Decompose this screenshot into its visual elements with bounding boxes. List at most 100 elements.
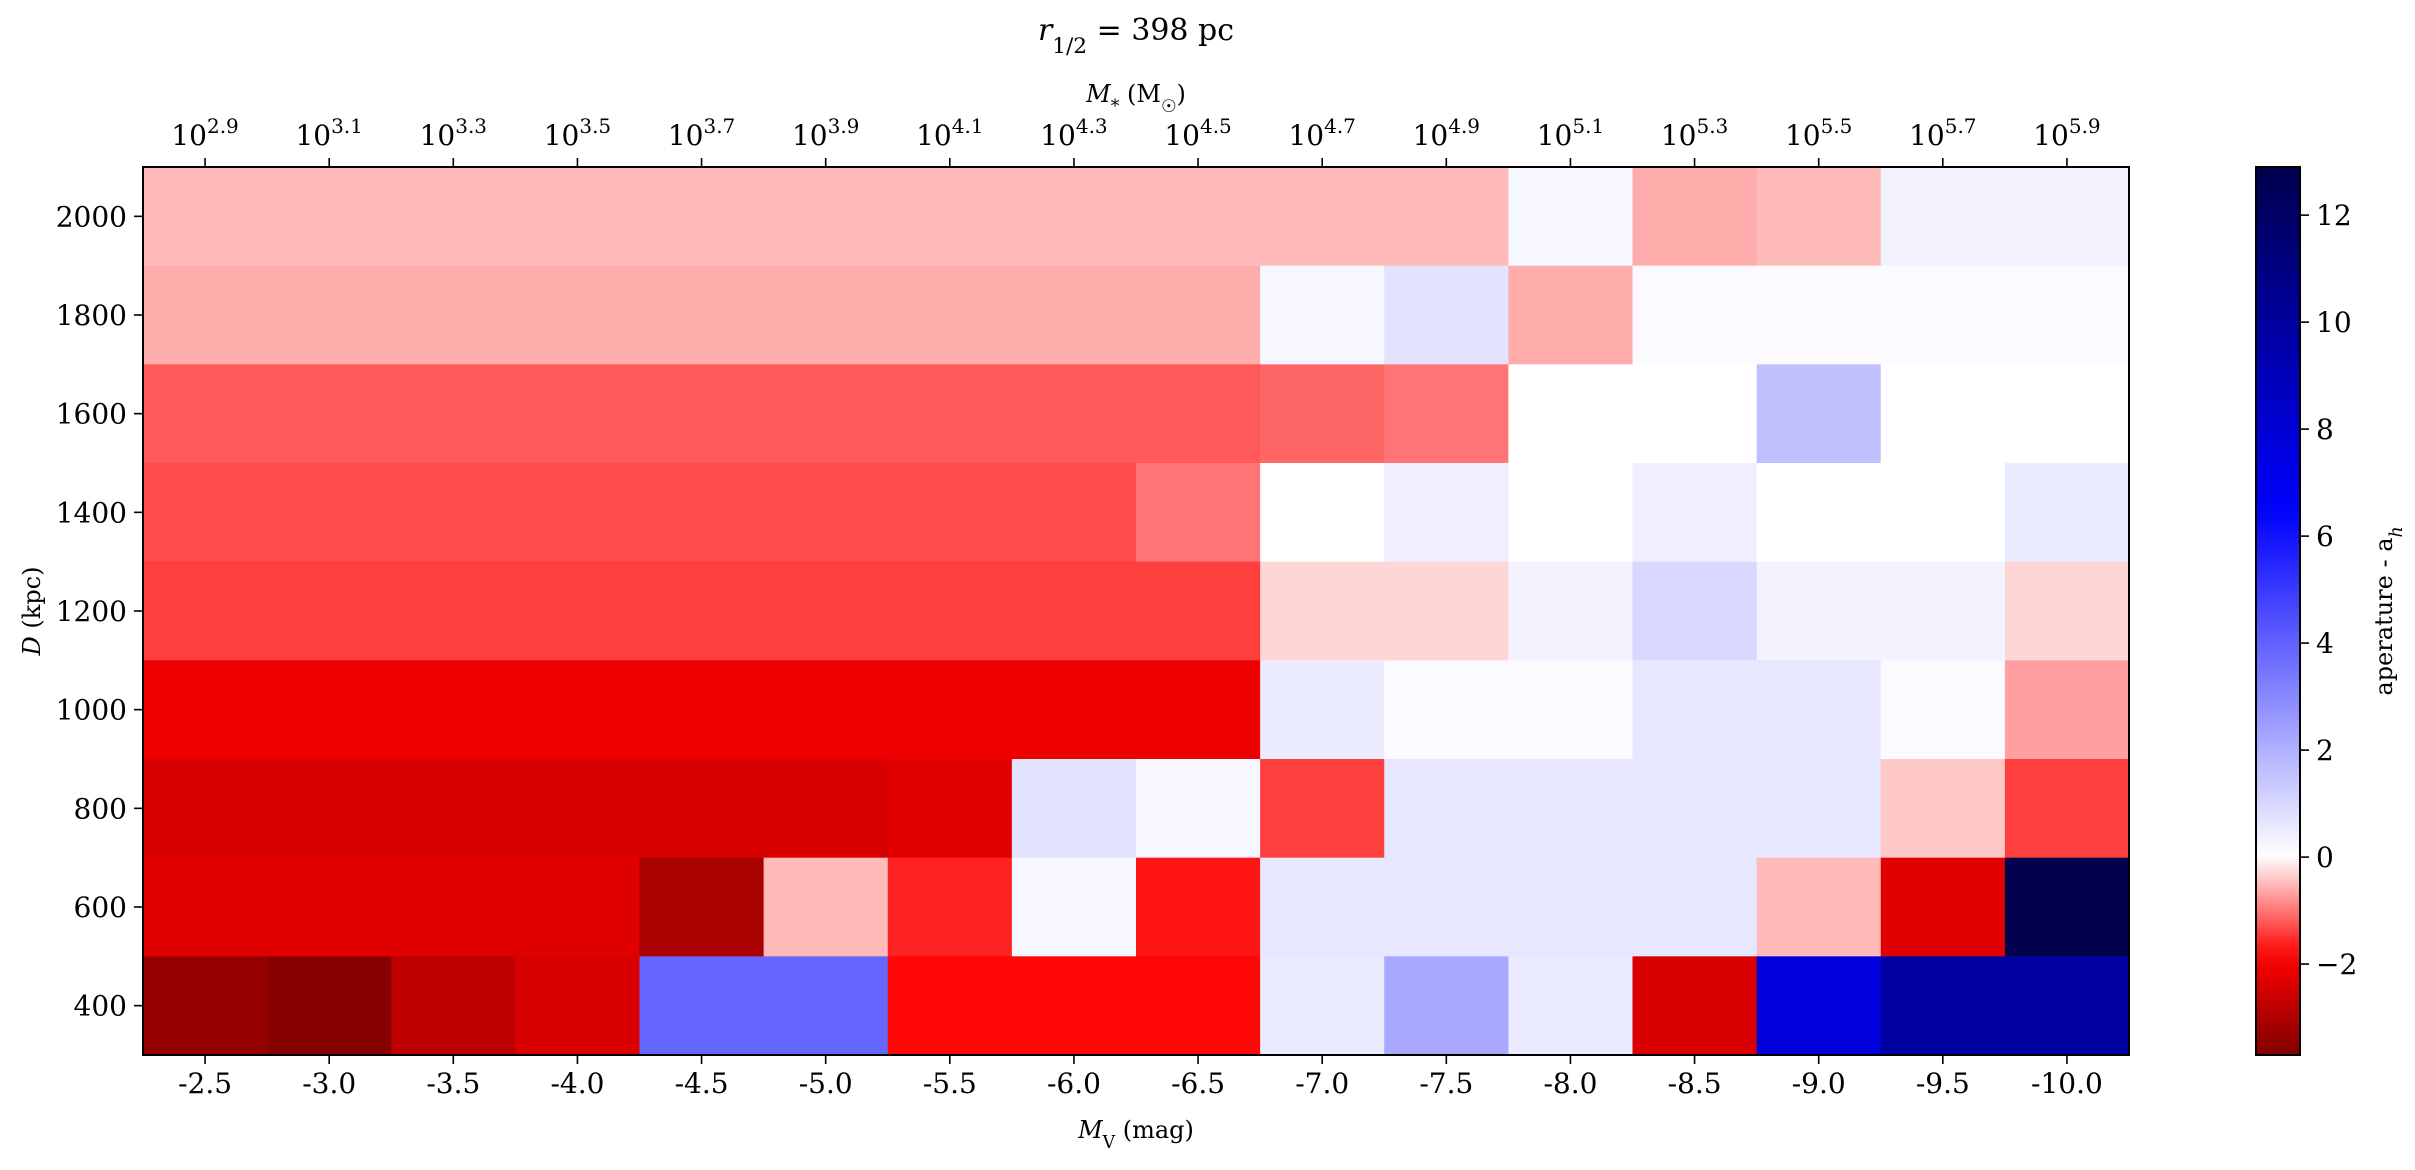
heatmap-cell — [1384, 857, 1509, 957]
heatmap-cell — [1260, 265, 1385, 365]
y-tick-label: 400 — [74, 990, 127, 1023]
y-axis-label: D (kpc) — [18, 567, 46, 657]
heatmap-cell — [763, 364, 889, 464]
heatmap-cell — [1136, 463, 1261, 563]
x-tick-label: -7.5 — [1419, 1067, 1473, 1100]
heatmap-cell — [515, 463, 641, 563]
heatmap-cell — [267, 167, 392, 267]
heatmap-cell — [1011, 561, 1137, 661]
heatmap-cell — [1880, 857, 2006, 957]
heatmap-cell — [1011, 956, 1137, 1056]
x-tick-label: -5.0 — [799, 1067, 853, 1100]
heatmap-cell — [143, 857, 268, 957]
heatmap-cell — [391, 759, 516, 859]
heatmap-cell — [887, 956, 1013, 1056]
heatmap-cell — [143, 167, 268, 267]
heatmap-cell — [1632, 857, 1758, 957]
heatmap-cell — [1260, 956, 1385, 1056]
heatmap-cell — [1632, 265, 1758, 365]
heatmap-cell — [515, 956, 641, 1056]
heatmap-cell — [1384, 167, 1509, 267]
heatmap-cell — [887, 857, 1013, 957]
axis-labels: -2.5 -3.0 -3.5 -4.0 -4.5 -5.0 -5.5 -6.0 -6.5 -7.0… — [18, 13, 2103, 1153]
heatmap-cell — [1260, 167, 1385, 267]
heatmap-cell — [2004, 167, 2130, 267]
heatmap-cell — [763, 561, 889, 661]
top-tick-label: 103.7 — [668, 114, 735, 152]
heatmap-cell — [1136, 167, 1261, 267]
x-tick-label: -9.5 — [1916, 1067, 1970, 1100]
heatmap-cell — [1136, 660, 1261, 760]
heatmap-cell — [391, 857, 516, 957]
heatmap-cell — [267, 463, 392, 563]
chart-title: r1/2 = 398 pc — [1038, 13, 1234, 59]
heatmap-cell — [2004, 463, 2130, 563]
heatmap-cell — [1880, 660, 2006, 760]
heatmap-cell — [1632, 956, 1758, 1056]
heatmap-cell — [391, 561, 516, 661]
top-tick-label: 103.5 — [544, 114, 611, 152]
heatmap-cell — [1011, 857, 1137, 957]
heatmap-cell — [763, 265, 889, 365]
heatmap-cell — [515, 759, 641, 859]
colorbar-tick-label: 6 — [2316, 520, 2334, 553]
heatmap-cell — [763, 857, 889, 957]
heatmap-cell — [887, 167, 1013, 267]
heatmap-cell — [391, 265, 516, 365]
heatmap-cell — [2004, 364, 2130, 464]
heatmap-cell — [143, 561, 268, 661]
heatmap-cell — [1632, 561, 1758, 661]
heatmap-cell — [1011, 364, 1137, 464]
heatmap-cell — [1880, 561, 2006, 661]
heatmap-cell — [1508, 660, 1634, 760]
heatmap-cell — [1632, 463, 1758, 563]
heatmap-cell — [1880, 759, 2006, 859]
heatmap-cell — [639, 561, 765, 661]
heatmap-cell — [1880, 463, 2006, 563]
top-tick-label: 105.9 — [2033, 114, 2100, 152]
heatmap-cell — [639, 364, 765, 464]
heatmap-cell — [1011, 167, 1137, 267]
heatmap-cell — [2004, 561, 2130, 661]
heatmap-cell — [143, 759, 268, 859]
top-tick-label: 104.7 — [1288, 114, 1355, 152]
heatmap-cell — [515, 265, 641, 365]
top-tick-label: 103.9 — [792, 114, 859, 152]
top-axis-label: M* (M☉) — [1085, 80, 1186, 117]
heatmap-cell — [2004, 956, 2130, 1056]
x-tick-label: -5.5 — [923, 1067, 977, 1100]
heatmap-cell — [1756, 265, 1882, 365]
heatmap-cell — [1508, 857, 1634, 957]
colorbar-gradient — [2256, 167, 2300, 1055]
heatmap-cell — [267, 956, 392, 1056]
heatmap-cell — [1632, 759, 1758, 859]
heatmap-cell — [1384, 956, 1509, 1056]
heatmap-cell — [887, 660, 1013, 760]
x-tick-label: -8.5 — [1668, 1067, 1722, 1100]
heatmap-cell — [887, 759, 1013, 859]
top-tick-label: 104.3 — [1040, 114, 1107, 152]
heatmap-cell — [1384, 561, 1509, 661]
top-tick-label: 104.1 — [916, 114, 983, 152]
heatmap-cell — [639, 660, 765, 760]
heatmap-cell — [1136, 759, 1261, 859]
heatmap-cell — [1508, 759, 1634, 859]
heatmap-cell — [1880, 364, 2006, 464]
heatmap-cell — [267, 364, 392, 464]
heatmap-cell — [143, 265, 268, 365]
heatmap-cell — [639, 265, 765, 365]
y-tick-label: 1000 — [56, 694, 127, 727]
heatmap-cell — [639, 956, 765, 1056]
top-tick-label: 105.1 — [1537, 114, 1604, 152]
x-tick-label: -9.0 — [1792, 1067, 1846, 1100]
colorbar-tick-label: 2 — [2316, 734, 2334, 767]
y-tick-label: 2000 — [56, 200, 127, 233]
heatmap-cell — [515, 364, 641, 464]
heatmap-cell — [267, 265, 392, 365]
heatmap-cell — [639, 463, 765, 563]
heatmap-cell — [1756, 759, 1882, 859]
colorbar-frame — [2255, 166, 2301, 1056]
heatmap-cell — [143, 364, 268, 464]
heatmap-cell — [391, 167, 516, 267]
heatmap-cell — [763, 956, 889, 1056]
